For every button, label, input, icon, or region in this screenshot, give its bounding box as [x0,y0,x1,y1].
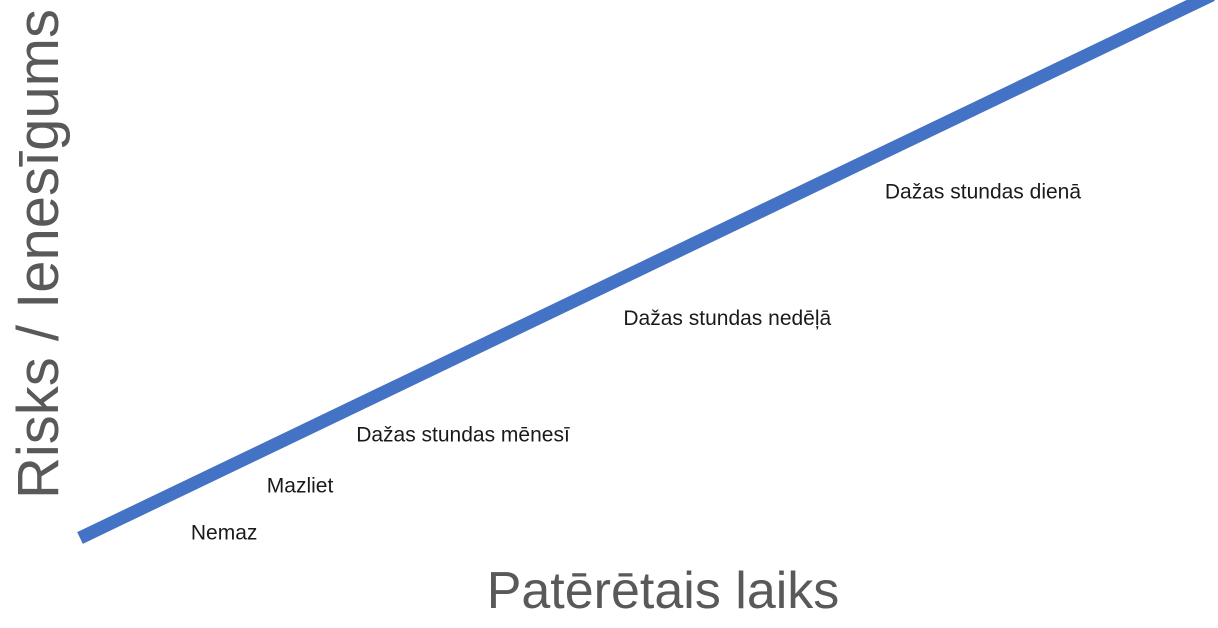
annotation-label-4: Dažas stundas dienā [885,181,1081,204]
x-axis-label: Patērētais laiks [487,562,840,620]
annotation-label-0: Nemaz [191,522,258,545]
series-layer [77,0,1215,544]
annotation-label-3: Dažas stundas nedēļā [623,307,831,330]
y-axis-label: Risks / Ienesīgums [6,9,71,499]
series-line-0 [77,0,1215,544]
annotation-layer: Nemaz Mazliet Dažas stundas mēnesī Dažas st… [191,181,1081,545]
annotation-label-2: Dažas stundas mēnesī [356,423,570,446]
annotation-label-1: Mazliet [267,474,334,497]
